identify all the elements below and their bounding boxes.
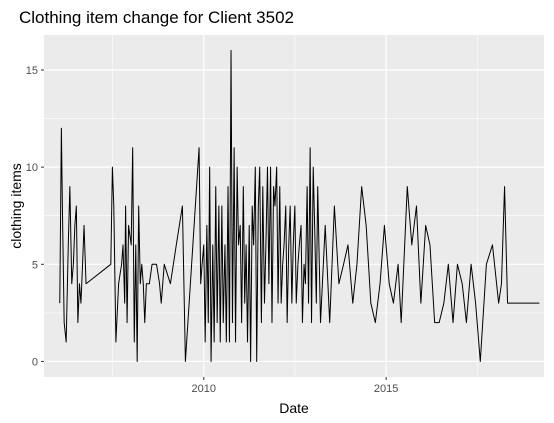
x-axis-ticks: 2010 2015 (192, 377, 398, 395)
major-gridlines (44, 35, 544, 377)
y-tick-label: 10 (26, 162, 38, 174)
plot-panel (44, 35, 544, 377)
chart-title: Clothing item change for Client 3502 (19, 8, 294, 27)
x-axis-title: Date (279, 400, 309, 416)
y-axis-title: clothing items (8, 163, 24, 249)
y-axis-ticks: 0 5 10 15 (26, 65, 44, 368)
y-tick-label: 5 (32, 259, 38, 271)
x-tick-label: 2010 (192, 383, 216, 395)
series-line (59, 50, 540, 362)
y-tick-label: 0 (32, 356, 38, 368)
series-layer (59, 50, 540, 362)
x-tick-label: 2015 (374, 383, 398, 395)
y-tick-label: 15 (26, 65, 38, 77)
